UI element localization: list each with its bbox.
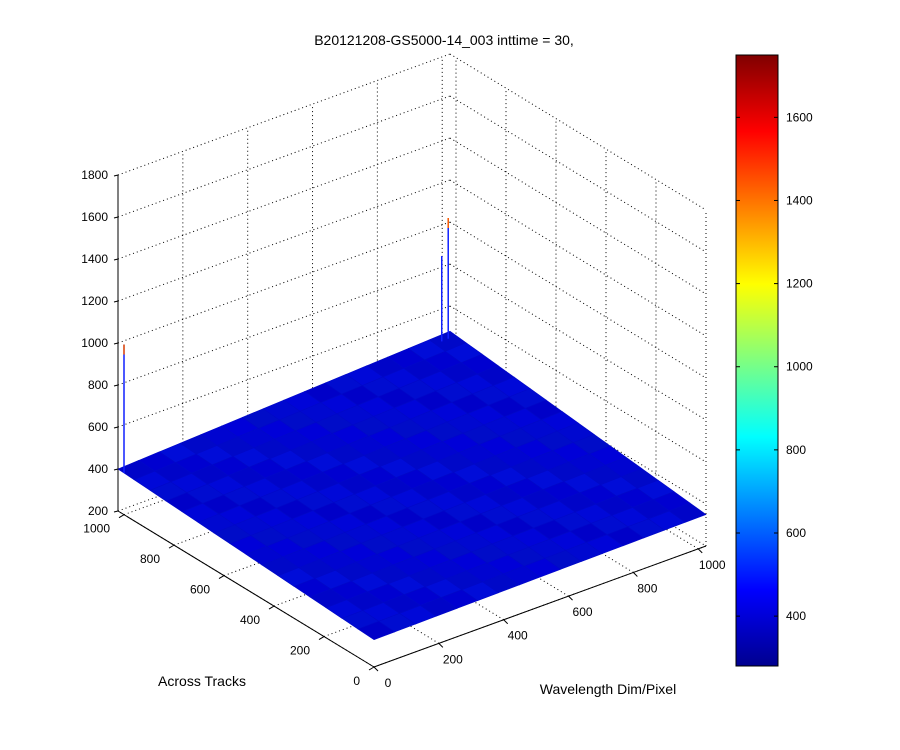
grid-line — [449, 53, 707, 211]
grid-line — [117, 95, 451, 218]
colorbar-tick-label: 400 — [786, 609, 806, 623]
z-tick — [113, 426, 119, 429]
z-tick — [113, 384, 119, 387]
x-tick-label: 1000 — [699, 558, 726, 572]
grid-line — [117, 305, 451, 428]
colorbar-tick-label: 1600 — [786, 110, 813, 124]
x-tick-label: 200 — [443, 652, 463, 666]
z-tick — [113, 342, 119, 345]
grid-line — [117, 179, 451, 302]
x-tick-label: 600 — [573, 605, 593, 619]
y-tick — [318, 636, 325, 640]
colorbar-tick-label: 800 — [786, 443, 806, 457]
x-tick-label: 400 — [508, 629, 528, 643]
colorbar-tick-label: 1200 — [786, 277, 813, 291]
z-tick-label: 600 — [88, 420, 108, 434]
z-tick-label: 1400 — [81, 252, 108, 266]
y-tick-label: 1000 — [83, 522, 110, 536]
y-tick — [118, 514, 125, 519]
colorbar-tick-label: 1000 — [786, 360, 813, 374]
x-tick — [503, 619, 509, 625]
chart-title: B20121208-GS5000-14_003 inttime = 30, — [314, 32, 574, 48]
x-tick-label: 0 — [385, 676, 392, 690]
z-tick — [113, 216, 119, 219]
z-tick-label: 1000 — [81, 336, 108, 350]
z-tick-label: 200 — [88, 504, 108, 518]
grid-line — [117, 263, 451, 386]
surface-mesh — [117, 330, 707, 641]
x-axis-line — [373, 545, 707, 668]
grid-line — [449, 179, 707, 337]
x-tick — [373, 666, 379, 672]
colorbar-ticks: 400 600 800 1000 1200 1400 1600 — [736, 110, 813, 623]
y-tick — [368, 666, 375, 671]
grid-line — [449, 137, 707, 295]
z-tick — [113, 300, 119, 303]
grid-line — [449, 221, 707, 379]
z-tick — [113, 468, 119, 471]
z-tick — [113, 258, 119, 261]
x-tick — [633, 572, 638, 577]
y-tick-label: 0 — [353, 674, 360, 688]
y-tick-label: 600 — [190, 583, 210, 597]
y-axis-label: Across Tracks — [158, 673, 246, 689]
colorbar-tick-label: 1400 — [786, 193, 813, 207]
x-tick — [568, 595, 573, 601]
surface-patch — [428, 330, 467, 352]
axis-ticks: 200 400 600 800 1000 1200 1400 1600 1800 0 200 400 6… — [81, 168, 726, 690]
x-tick — [438, 643, 444, 648]
y-tick-label: 800 — [140, 552, 160, 566]
z-tick — [113, 510, 119, 513]
grid-line — [117, 221, 451, 344]
y-tick-label: 400 — [240, 613, 260, 627]
colorbar — [735, 54, 779, 667]
z-tick — [113, 174, 119, 177]
y-tick — [218, 575, 225, 580]
y-tick-label: 200 — [290, 644, 310, 658]
x-tick — [697, 548, 703, 554]
grid-line — [449, 95, 707, 253]
colorbar-tick-label: 600 — [786, 526, 806, 540]
z-tick-label: 1600 — [81, 210, 108, 224]
y-axis-line — [117, 510, 375, 668]
grid-line — [117, 137, 451, 260]
grid-line — [117, 53, 451, 176]
x-tick-label: 800 — [637, 581, 657, 595]
y-tick — [268, 605, 275, 610]
surface-spikes — [123, 217, 449, 474]
z-tick-label: 1800 — [81, 168, 108, 182]
x-axis-label: Wavelength Dim/Pixel — [540, 681, 676, 697]
z-tick-label: 800 — [88, 378, 108, 392]
y-tick — [168, 544, 175, 549]
z-tick-label: 400 — [88, 462, 108, 476]
z-tick-label: 1200 — [81, 294, 108, 308]
